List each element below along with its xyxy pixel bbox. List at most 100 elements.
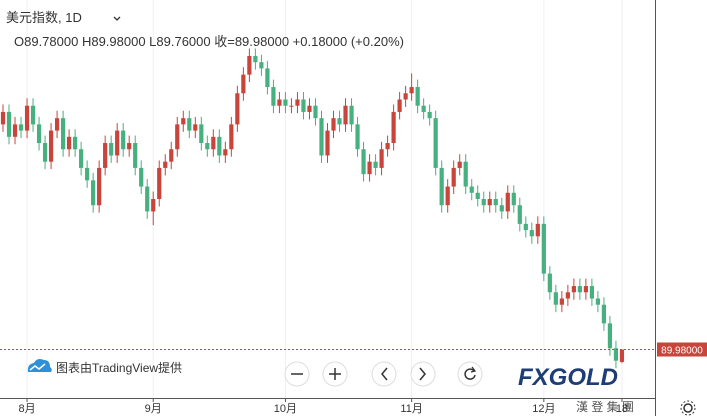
candle-body	[127, 143, 132, 150]
grid	[26, 0, 623, 398]
candle-body	[295, 99, 300, 106]
candle-body	[403, 93, 408, 100]
candle-body	[511, 192, 516, 206]
candle-body	[54, 118, 60, 131]
candle-body	[42, 143, 48, 162]
candle-body	[361, 149, 366, 175]
candle-body	[583, 286, 588, 293]
symbol-title[interactable]: 美元指数, 1D	[6, 10, 82, 25]
candle-body	[91, 180, 96, 206]
candle-body	[409, 87, 414, 94]
candle-body	[547, 273, 552, 293]
candle-body	[475, 192, 480, 199]
candle-body	[109, 143, 114, 156]
candle-body	[613, 348, 619, 361]
candle-body	[601, 304, 607, 324]
reset-button[interactable]	[457, 361, 483, 387]
price-label-box	[657, 342, 707, 357]
candle-body	[559, 298, 564, 305]
candle-body	[589, 286, 595, 299]
candle-body	[379, 149, 384, 168]
candle-body	[301, 99, 306, 112]
candle-body	[499, 205, 504, 212]
scroll-left-button[interactable]	[371, 361, 397, 387]
candle-body	[529, 230, 534, 237]
candle-body	[103, 143, 108, 168]
candle-body	[439, 167, 444, 206]
candle-body	[427, 111, 432, 119]
candles	[0, 48, 625, 369]
candle-body	[18, 124, 24, 131]
candle-body	[193, 124, 198, 131]
logo: FXGOLD 漢 登 集 團	[518, 364, 634, 414]
candle-body	[12, 124, 18, 137]
candle-body	[493, 199, 498, 206]
candle-body	[157, 167, 162, 199]
candle-body	[229, 124, 234, 150]
scroll-right-button[interactable]	[410, 361, 436, 387]
logo-name: 漢 登 集 團	[576, 399, 634, 414]
candle-body	[115, 130, 120, 156]
candle-body	[517, 205, 522, 224]
candle-body	[313, 105, 318, 119]
candle-body	[6, 111, 12, 137]
candle-body	[60, 118, 66, 150]
candle-body	[415, 87, 420, 106]
x-tick-label: 10月	[274, 403, 297, 415]
candle-body	[139, 167, 144, 187]
candle-body	[565, 292, 570, 299]
candle-body	[24, 105, 30, 131]
candle-body	[289, 105, 294, 107]
candle-body	[577, 286, 582, 293]
candle-body	[277, 99, 282, 106]
ohlc-readout: O89.78000 H89.98000 L89.76000 收=89.98000…	[14, 34, 404, 49]
candle-body	[253, 55, 258, 63]
candle-body	[433, 118, 438, 168]
x-tick-label: 18	[616, 403, 628, 415]
zoom-out-button[interactable]	[284, 361, 310, 387]
candle-body	[30, 105, 36, 125]
candle-body	[151, 199, 156, 212]
candle-body	[133, 143, 138, 168]
candle-body	[553, 292, 558, 305]
candle-body	[0, 111, 6, 125]
settings-icon[interactable]	[680, 400, 696, 416]
candle-body	[145, 186, 150, 212]
interval-chevron[interactable]	[113, 16, 121, 21]
candle-body	[259, 62, 264, 69]
candle-body	[571, 286, 576, 293]
candle-body	[331, 118, 336, 131]
candle-body	[271, 87, 276, 106]
candle-body	[385, 143, 390, 150]
candle-body	[175, 124, 180, 150]
candle-body	[343, 105, 348, 125]
candle-body	[265, 68, 270, 88]
candle-body	[469, 186, 474, 193]
candle-body	[391, 111, 396, 144]
candle-body	[67, 136, 72, 150]
candle-body	[373, 161, 378, 168]
candle-body	[367, 161, 372, 175]
candle-body	[211, 136, 216, 150]
candle-body	[73, 136, 78, 150]
candle-body	[169, 149, 174, 162]
x-tick-label: 8月	[18, 403, 35, 415]
zoom-in-button[interactable]	[322, 361, 348, 387]
candle-body	[319, 118, 324, 156]
candle-body	[325, 130, 330, 156]
candle-body	[48, 130, 54, 162]
candle-body	[505, 192, 510, 212]
tradingview-badge[interactable]: 图表由TradingView提供	[27, 359, 182, 375]
candle-body	[181, 118, 186, 125]
candle-body	[421, 105, 426, 112]
price-label: 89.98000	[661, 345, 703, 356]
candle-body	[187, 118, 192, 131]
candle-body	[97, 167, 102, 206]
candle-body	[199, 124, 204, 144]
candle-body	[223, 149, 228, 156]
candle-body	[349, 105, 354, 125]
candle-body	[535, 223, 540, 237]
candle-body	[247, 55, 252, 75]
candle-body	[235, 93, 240, 125]
